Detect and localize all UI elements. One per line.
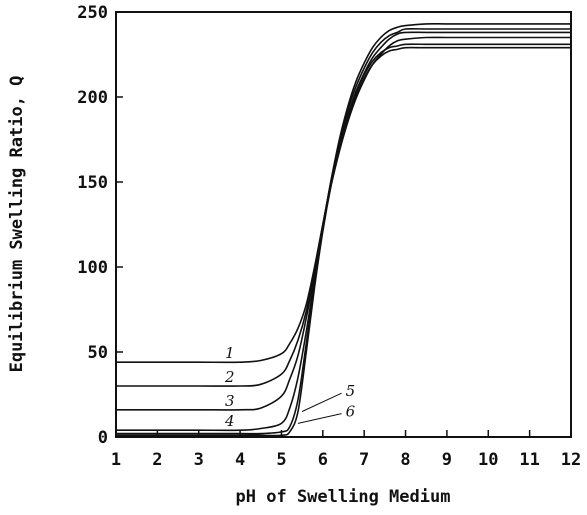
y-tick-label: 200: [77, 88, 108, 108]
series-line-3: [116, 27, 571, 411]
x-tick-label: 8: [400, 450, 410, 470]
y-tick-label: 150: [77, 173, 108, 193]
y-tick-label: 100: [77, 258, 108, 278]
curve-labels-group: 1 2 3 4 5 6: [224, 344, 356, 430]
y-axis-title: Equilibrium Swelling Ratio, Q: [7, 76, 27, 373]
x-tick-label: 7: [359, 450, 369, 470]
x-tick-label: 2: [152, 450, 162, 470]
curve-label-1: 1: [225, 344, 235, 362]
series-line-5: [116, 43, 571, 435]
curve-label-6: 6: [346, 403, 356, 421]
series-line-6: [115, 46, 571, 437]
y-tick-label: 250: [77, 3, 108, 23]
x-axis-title: pH of Swelling Medium: [236, 487, 451, 507]
y-tick-label: 0: [98, 428, 108, 448]
curve-leader-6: [297, 413, 342, 424]
curve-label-3: 3: [225, 392, 235, 410]
x-tick-label: 3: [194, 450, 204, 470]
curve-label-2: 2: [224, 368, 235, 386]
x-tick-label: 10: [478, 450, 498, 470]
series-line-1: [115, 36, 571, 364]
series-line-2: [116, 31, 571, 387]
x-tick-label: 11: [519, 450, 539, 470]
x-tick-label: 5: [276, 450, 286, 470]
curve-label-4: 4: [224, 412, 235, 430]
x-tick-label: 9: [442, 450, 452, 470]
y-tick-label: 50: [88, 343, 108, 363]
x-tick-label: 4: [235, 450, 245, 470]
curves-group: [115, 22, 571, 437]
plot-frame: [115, 11, 572, 438]
x-tick-label: 12: [561, 450, 581, 470]
curve-leader-5: [301, 392, 342, 412]
series-line-4: [116, 22, 571, 432]
x-tick-label: 1: [111, 450, 121, 470]
curve-label-5: 5: [346, 382, 356, 400]
x-tick-label: 6: [318, 450, 328, 470]
